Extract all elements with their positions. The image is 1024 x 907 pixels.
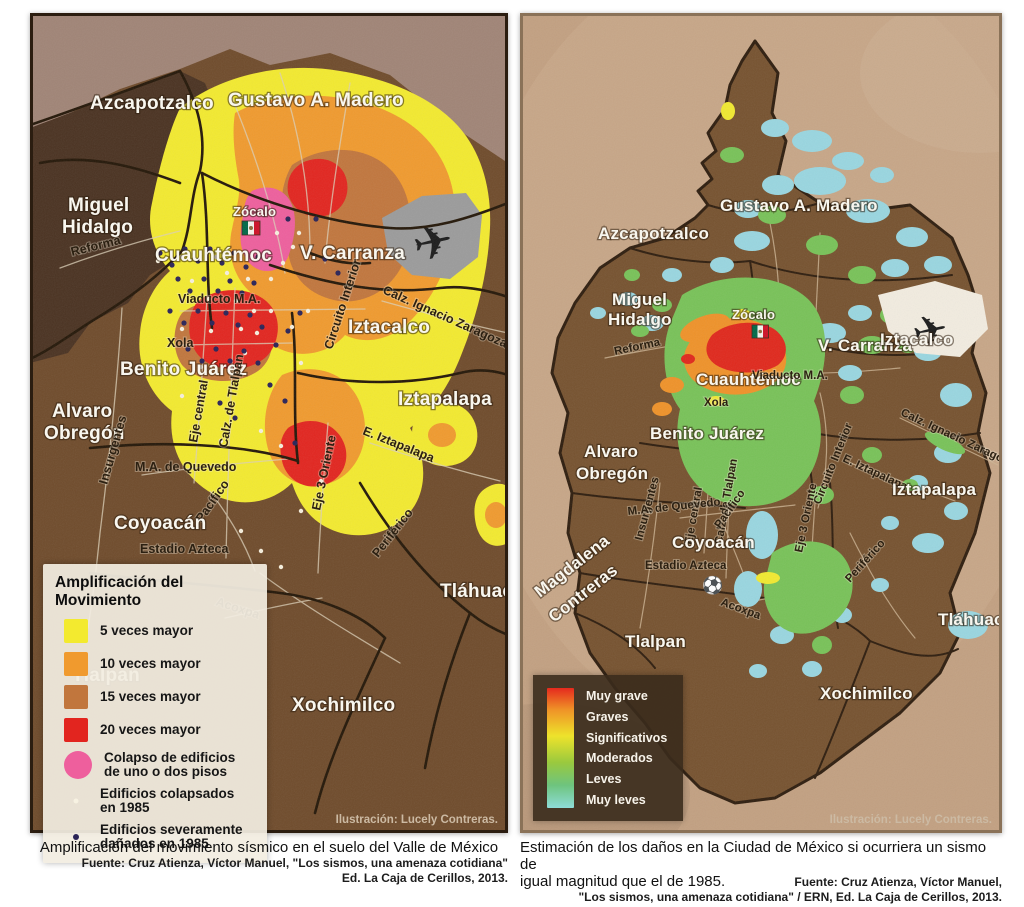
swatch-5x: [64, 619, 88, 643]
left-caption: Amplificación del movimiento sísmico en …: [30, 839, 508, 886]
swatch-10x: [64, 652, 88, 676]
left-map-frame: [30, 13, 508, 833]
legend-label-20x: 20 veces mayor: [100, 721, 201, 737]
damage-severity-legend: Muy grave Graves Significativos Moderado…: [533, 675, 683, 821]
legend-label-15x: 15 veces mayor: [100, 688, 201, 704]
swatch-damaged-dot: [73, 833, 79, 840]
legend-item-5x: 5 veces mayor: [63, 618, 255, 644]
legend-label-leves: Leves: [586, 772, 622, 787]
left-map-canvas: ✈: [30, 13, 508, 833]
left-caption-source-1: Fuente: Cruz Atienza, Víctor Manuel, "Lo…: [81, 856, 508, 870]
legend-label-graves: Graves: [586, 709, 629, 724]
legend-label-10x: 10 veces mayor: [100, 655, 201, 671]
legend-title: Amplificación del Movimiento: [55, 574, 184, 609]
legend-label-5x: 5 veces mayor: [100, 622, 194, 638]
legend-item-15x: 15 veces mayor: [63, 684, 255, 710]
legend-item-collapse: Colapso de edificios de uno o dos pisos: [63, 750, 255, 780]
left-caption-title: Amplificación del movimiento sísmico en …: [39, 839, 499, 856]
right-caption-source-2: "Los sismos, una amenaza cotidiana" / ER…: [578, 890, 1002, 904]
severity-gradient-bar: [547, 688, 574, 808]
right-map-panel: ✈ ⚽ Gustavo A. Madero Azcapotzalco Migue…: [520, 13, 1002, 833]
left-caption-source-2: Ed. La Caja de Cerillos, 2013.: [341, 871, 508, 885]
legend-label-significativos: Significativos: [586, 730, 668, 745]
legend-item-collapsed-1985: Edificios colapsados en 1985: [63, 786, 255, 816]
right-map-frame: [520, 13, 1002, 833]
left-map-panel: ✈: [30, 13, 508, 864]
swatch-collapse-circle: [64, 751, 92, 779]
legend-label-muy-leves: Muy leves: [586, 792, 646, 807]
swatch-15x: [64, 685, 88, 709]
legend-item-10x: 10 veces mayor: [63, 651, 255, 677]
right-caption-title-1: Estimación de los daños en la Ciudad de …: [520, 839, 987, 873]
right-caption: Estimación de los daños en la Ciudad de …: [520, 839, 1002, 905]
legend-label-collapsed-1985: Edificios colapsados en 1985: [100, 786, 235, 816]
legend-label-collapse: Colapso de edificios de uno o dos pisos: [104, 749, 236, 779]
swatch-20x: [64, 718, 88, 742]
amplification-legend: Amplificación del Movimiento 5 veces may…: [43, 564, 267, 864]
legend-label-moderados: Moderados: [586, 751, 653, 766]
legend-item-20x: 20 veces mayor: [63, 717, 255, 743]
legend-item-damaged-1985: Edificios severamente dañados en 1985: [63, 821, 255, 852]
right-caption-source-1: Fuente: Cruz Atienza, Víctor Manuel,: [794, 875, 1002, 889]
swatch-collapsed-dot: [73, 798, 79, 804]
right-caption-title-2: igual magnitud que el de 1985.: [520, 873, 726, 890]
legend-label-muy-grave: Muy grave: [586, 689, 648, 703]
legend-label-damaged-1985: Edificios severamente dañados en 1985: [100, 821, 243, 851]
